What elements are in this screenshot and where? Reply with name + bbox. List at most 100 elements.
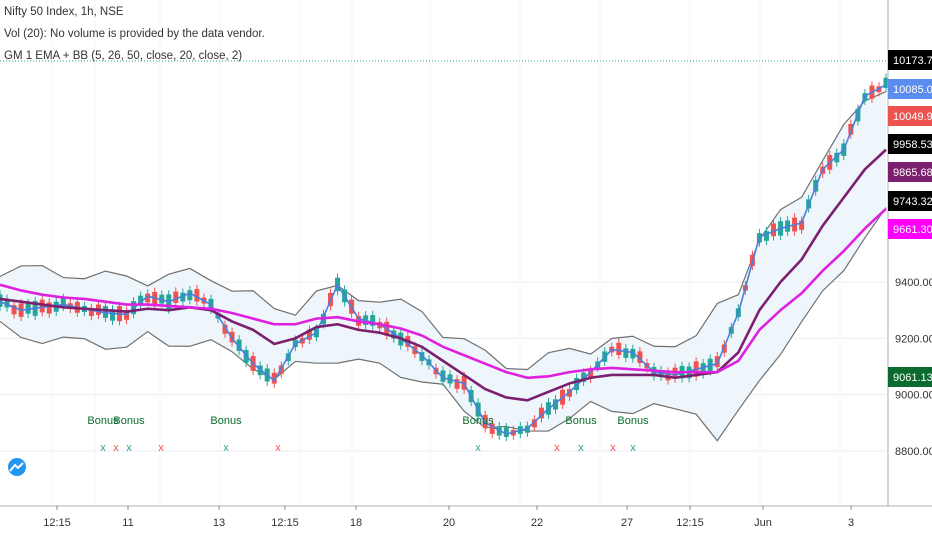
candle-body [883,77,889,88]
bollinger-band-fill [0,91,886,441]
signal-mark: x [554,442,560,454]
x-tick-label: 12:15 [43,517,71,529]
candle-body [88,307,94,317]
x-tick-label: 22 [531,517,543,529]
candle-body [60,298,66,307]
bonus-annotation: Bonus [113,415,145,427]
candle-body [138,295,144,305]
candle-body [173,291,179,303]
price-label-box [888,79,932,99]
indicator-legend[interactable]: GM 1 EMA + BB (5, 26, 50, close, 20, clo… [4,50,243,62]
candle-body [616,342,622,356]
candle-body [770,223,776,237]
signal-mark: x [578,442,584,454]
candle-body [454,379,460,389]
candle-body [180,292,186,302]
signal-mark: x [610,442,616,454]
price-label-box [888,162,932,182]
candle-body [553,399,559,410]
candle-body [848,123,854,135]
y-tick-label: 9200.00 [895,333,932,345]
signal-mark: x [158,442,164,454]
bonus-annotation: Bonus [617,415,649,427]
candle-body [4,298,10,308]
x-tick-label: 27 [621,517,633,529]
x-tick-label: 12:15 [271,517,299,529]
bonus-annotation: Bonus [462,415,494,427]
x-tick-label: 13 [213,517,225,529]
x-tick-label: 3 [848,517,854,529]
price-label-box [888,191,932,211]
price-label-box [888,219,932,239]
x-tick-label: 11 [122,517,133,529]
candle-body [567,389,573,397]
price-label-text: 9661.30 [893,224,932,236]
price-label-text: 10085.08 [893,84,932,96]
candle-body [102,306,108,318]
candle-body [834,152,840,163]
price-label-box [888,106,932,126]
bonus-annotation: Bonus [210,415,242,427]
candle-body [145,293,151,303]
candle-body [271,372,277,384]
bonus-annotation: Bonus [565,415,597,427]
candle-body [531,419,537,428]
candle-body [187,290,193,301]
candle-body [574,378,580,391]
y-tick-label: 9400.00 [895,277,932,289]
candle-body [538,407,544,419]
candle-body [39,299,45,313]
signal-mark: x [113,442,119,454]
signal-mark: x [223,442,229,454]
candle-body [700,363,706,375]
candle-body [0,294,3,307]
signal-mark: x [275,442,281,454]
candle-body [503,427,509,437]
price-label-text: 9958.53 [893,139,932,151]
price-label-text: 9743.32 [893,196,932,208]
y-tick-label: 8800.00 [895,446,932,458]
candle-body [222,324,228,334]
candle-body [799,220,805,230]
candle-body [623,348,629,358]
candle-body [370,315,376,326]
candle-body [714,356,720,367]
x-tick-label: 12:15 [676,517,704,529]
bonus-annotation: Bonus [87,415,119,427]
price-label-box [888,367,932,387]
y-tick-label: 9000.00 [895,390,932,402]
signal-mark: x [475,442,481,454]
candle-body [630,348,636,359]
candle-body [306,329,312,340]
signal-mark: x [630,442,636,454]
tradingview-logo-icon[interactable] [6,458,28,476]
price-label-text: 9865.68 [893,167,932,179]
price-label-text: 9061.13 [893,372,932,384]
x-tick-label: Jun [754,517,772,529]
candle-body [637,351,643,363]
candle-body [581,372,587,382]
x-tick-label: 20 [443,517,455,529]
candle-body [25,303,31,314]
candle-body [236,339,242,351]
candle-body [763,231,769,241]
price-label-box [888,50,932,70]
series-line-2 [0,148,887,402]
candle-body [124,310,130,320]
signal-mark: x [126,442,132,454]
candle-body [46,302,52,314]
x-tick-label: 18 [350,517,362,529]
price-label-box [888,134,932,154]
candle-body [489,423,495,434]
symbol-legend[interactable]: Nifty 50 Index, 1h, NSE [4,6,124,18]
candle-body [419,352,425,361]
candle-body [194,289,200,302]
candle-body [440,370,446,382]
volume-legend[interactable]: Vol (20): No volume is provided by the d… [4,28,265,40]
bollinger-upper-band [0,91,887,371]
price-label-text: 10173.73 [893,55,932,67]
signal-mark: x [100,442,106,454]
series-line-1 [0,84,887,435]
